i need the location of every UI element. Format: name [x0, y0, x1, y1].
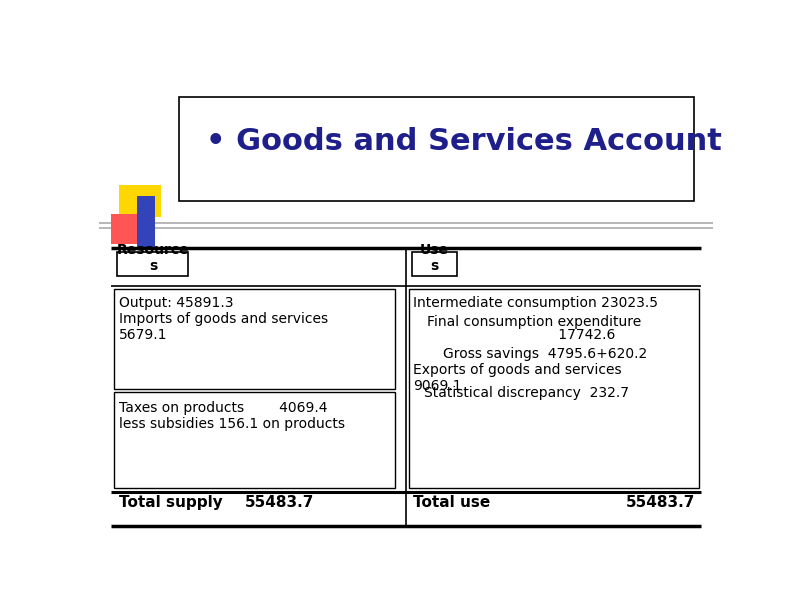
FancyBboxPatch shape [114, 289, 395, 389]
Text: Intermediate consumption 23023.5: Intermediate consumption 23023.5 [413, 296, 658, 310]
FancyBboxPatch shape [117, 252, 188, 276]
Text: 55483.7: 55483.7 [245, 494, 314, 510]
FancyBboxPatch shape [412, 252, 457, 276]
Text: Statistical discrepancy  232.7: Statistical discrepancy 232.7 [425, 386, 630, 400]
FancyBboxPatch shape [179, 97, 695, 201]
Text: 55483.7: 55483.7 [626, 494, 695, 510]
Text: Total use: Total use [413, 494, 490, 510]
Text: Imports of goods and services
5679.1: Imports of goods and services 5679.1 [119, 312, 328, 342]
FancyBboxPatch shape [137, 196, 155, 249]
Text: Gross savings  4795.6+620.2: Gross savings 4795.6+620.2 [443, 347, 647, 360]
Text: Taxes on products        4069.4
less subsidies 156.1 on products: Taxes on products 4069.4 less subsidies … [119, 401, 345, 431]
Text: Exports of goods and services
9069.1: Exports of goods and services 9069.1 [413, 364, 622, 394]
Text: Final consumption expenditure: Final consumption expenditure [428, 315, 642, 329]
Text: Resource
s: Resource s [116, 242, 189, 273]
Text: Total supply: Total supply [119, 494, 223, 510]
Text: Use
s: Use s [421, 242, 449, 273]
FancyBboxPatch shape [114, 392, 395, 488]
Text: 17742.6: 17742.6 [428, 328, 615, 342]
Text: • Goods and Services Account: • Goods and Services Account [207, 127, 722, 156]
FancyBboxPatch shape [111, 214, 150, 244]
Text: Output: 45891.3: Output: 45891.3 [119, 296, 233, 310]
FancyBboxPatch shape [120, 185, 161, 217]
FancyBboxPatch shape [409, 289, 699, 488]
